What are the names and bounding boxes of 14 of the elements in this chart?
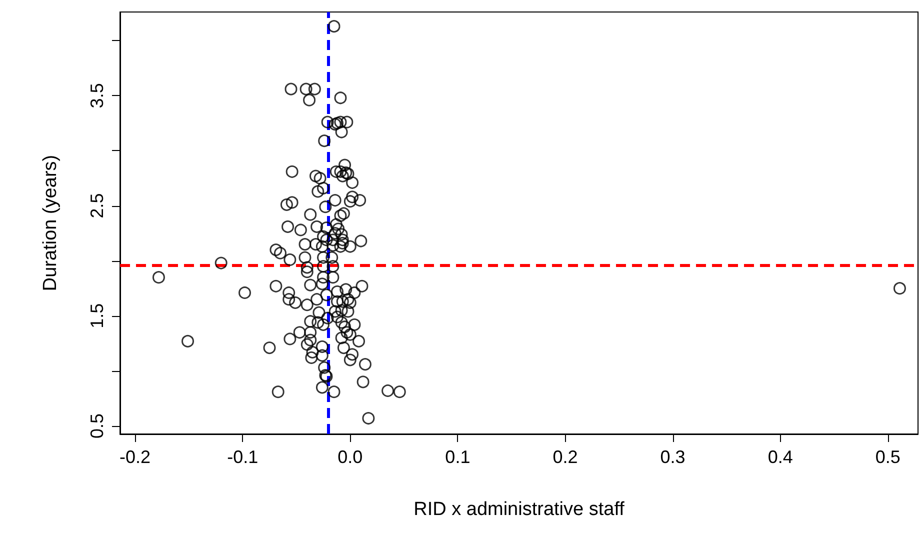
x-axis-title: RID x administrative staff	[414, 499, 626, 520]
y-tick-label: 1.5	[87, 303, 107, 328]
y-tick-label: 2.5	[87, 193, 107, 218]
x-tick-label: 0.2	[552, 447, 578, 467]
y-tick-label: 0.5	[87, 413, 107, 438]
y-axis-title: Duration (years)	[40, 154, 61, 292]
x-tick-label: 0.4	[768, 447, 793, 467]
y-tick-label: 3.5	[87, 83, 107, 108]
x-tick-label: 0.5	[875, 447, 900, 467]
x-tick-label: 0.3	[660, 447, 686, 467]
x-tick-label: -0.1	[227, 447, 258, 467]
x-tick-label: -0.2	[120, 447, 151, 467]
x-tick-label: 0.0	[338, 447, 363, 467]
x-tick-label: 0.1	[445, 447, 470, 467]
